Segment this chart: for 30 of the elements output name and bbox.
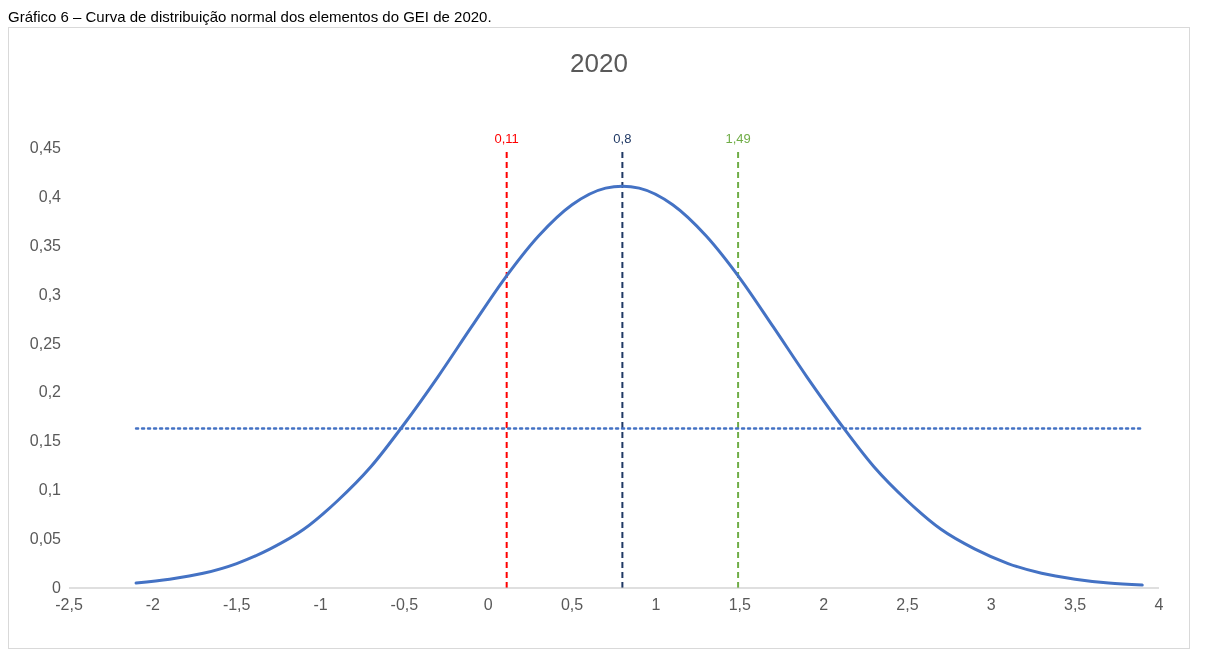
ref-line-label: 0,11 (494, 131, 519, 146)
y-tick-label: 0,3 (38, 285, 62, 303)
y-tick-label: 0,15 (29, 432, 62, 450)
x-tick-label: 0,5 (560, 596, 584, 613)
x-tick-label: -1,5 (222, 596, 251, 613)
x-tick-label: 2 (819, 596, 829, 613)
x-tick-label: 2,5 (896, 596, 919, 613)
y-tick-label: 0 (52, 579, 62, 596)
line-series (134, 184, 1144, 587)
y-tick-label: 0,05 (29, 530, 62, 548)
x-tick-label: -1 (313, 596, 328, 613)
ref-line-label: 1,49 (725, 131, 751, 146)
x-tick-label: -0,5 (390, 596, 419, 613)
y-tick-label: 0,45 (29, 139, 62, 156)
x-tick-label: -2,5 (55, 596, 83, 613)
y-tick-label: 0,25 (29, 334, 62, 352)
x-tick-label: 1,5 (728, 596, 751, 613)
x-tick-label: 0 (483, 596, 493, 613)
chart-title: 2020 (569, 48, 629, 80)
x-tick-label: 3 (986, 596, 996, 613)
x-tick-label: 4 (1154, 596, 1164, 613)
x-tick-label: 3,5 (1064, 596, 1087, 613)
x-tick-label: 1 (651, 596, 661, 613)
x-tick-label: -2 (145, 596, 161, 613)
y-tick-label: 0,1 (38, 481, 62, 499)
text: Gráfico 6 – Curva de distribuição normal dos elementos do GEI de 2020. (8, 8, 493, 25)
y-tick-label: 0,4 (38, 187, 62, 205)
y-tick-label: 0,2 (38, 383, 62, 401)
y-tick-label: 0,35 (29, 236, 62, 254)
ref-line-label: 0,8 (613, 131, 632, 146)
